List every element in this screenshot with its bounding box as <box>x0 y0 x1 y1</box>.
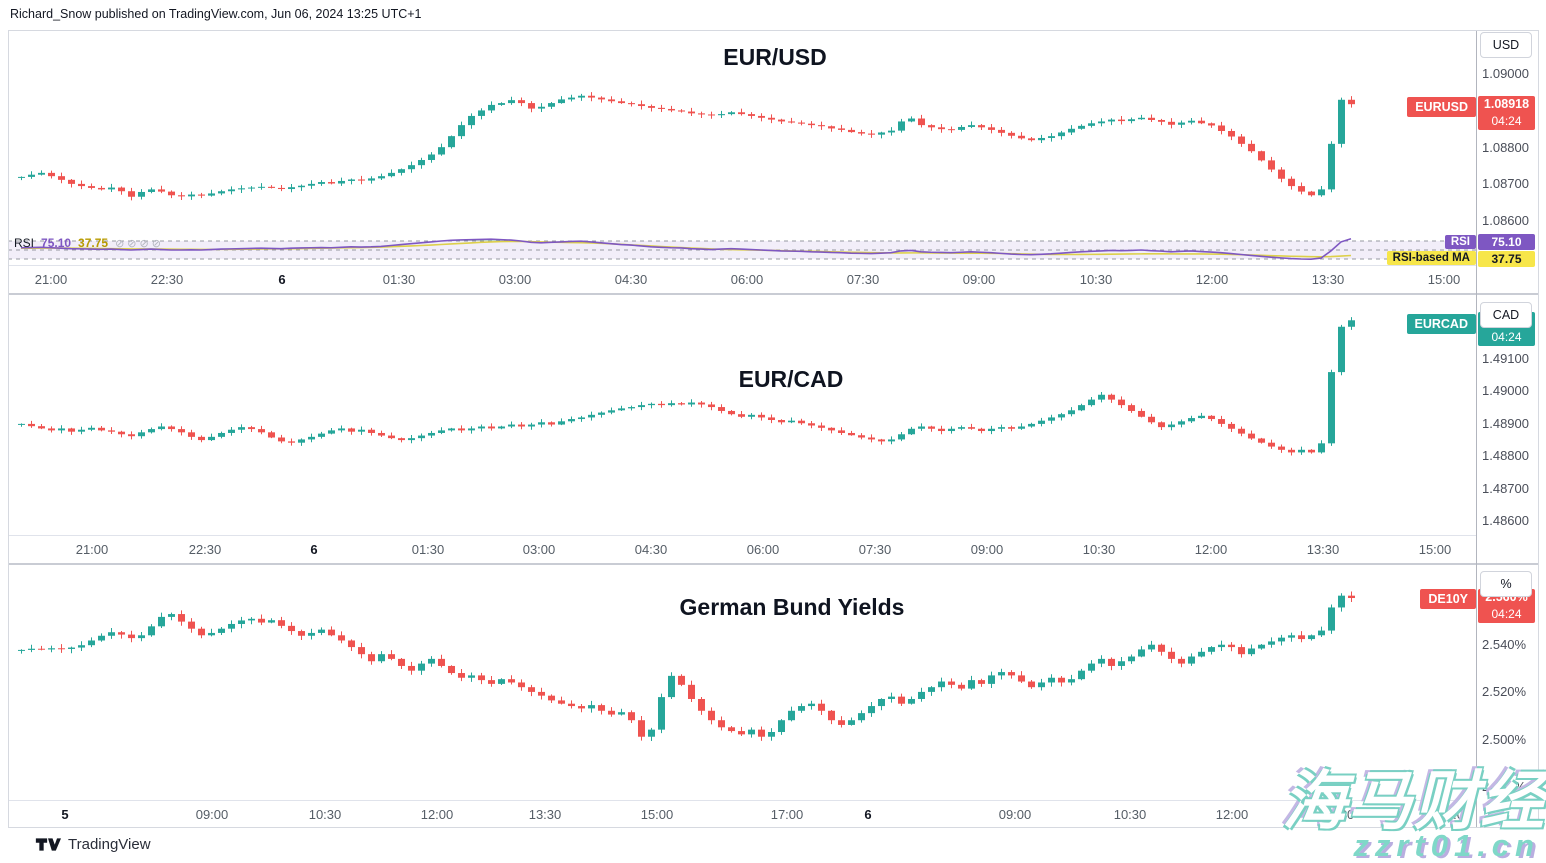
price-tick-label: 1.08800 <box>1482 140 1529 155</box>
time-tick-label: 15:00 <box>1418 542 1452 557</box>
time-tick-label: 09:00 <box>195 807 229 822</box>
rsi-ma-label-badge: RSI-based MA <box>1386 251 1476 265</box>
time-tick-label: 15:00 <box>1427 272 1461 287</box>
price-tick-label: 1.48700 <box>1482 481 1529 496</box>
last-price: 1.08918 <box>1483 97 1530 111</box>
legend-action-icons[interactable]: ⊘⊘⊘⊘ <box>115 237 164 250</box>
price-tick-label: 1.48800 <box>1482 448 1529 463</box>
time-tick-label: 09:00 <box>962 272 996 287</box>
price-tick-label: 2.540% <box>1482 637 1527 652</box>
tradingview-logo-text: TradingView <box>68 836 151 853</box>
tradingview-logo[interactable]: TradingView <box>35 836 151 853</box>
time-tick-label: 12:00 <box>1195 272 1229 287</box>
eurusd-candles-canvas <box>18 92 1355 201</box>
rsi-value-badge: 75.10 <box>1478 234 1535 250</box>
time-tick-label: 21:00 <box>34 272 68 287</box>
tradingview-logo-icon <box>35 838 61 851</box>
attribution-text: Richard_Snow published on TradingView.co… <box>10 7 422 21</box>
eurusd-time-axis[interactable]: 21:00 22:30 6 01:30 03:00 04:30 06:00 07:30 09:0… <box>8 265 1476 293</box>
cad-unit-button[interactable]: CAD <box>1480 302 1532 328</box>
eurusd-title: EUR/USD <box>723 44 827 70</box>
time-tick-label: 10:30 <box>1082 542 1116 557</box>
countdown: 04:24 <box>1491 330 1522 344</box>
panel-separator[interactable] <box>8 563 1538 565</box>
price-tick-label: 1.48600 <box>1482 513 1529 528</box>
time-tick-label: 13:30 <box>1321 807 1355 822</box>
countdown: 04:24 <box>1491 607 1522 621</box>
price-tick-label: 1.49000 <box>1482 383 1529 398</box>
time-tick-label: 03:00 <box>522 542 556 557</box>
time-tick-label: 01:30 <box>382 272 416 287</box>
time-tick-label: 12:00 <box>1215 807 1249 822</box>
time-tick-label: 13:30 <box>1306 542 1340 557</box>
time-tick-label: 04:30 <box>634 542 668 557</box>
price-tick-label: 1.49100 <box>1482 351 1529 366</box>
watermark-url: zzrt01.cn <box>1353 828 1540 863</box>
rsi-legend-value: 75.10 <box>41 236 72 250</box>
time-tick-label: 07:30 <box>846 272 880 287</box>
price-tick-label: 1.08700 <box>1482 176 1529 191</box>
eurusd-chart-pane[interactable] <box>8 30 1476 232</box>
rsi-ma-legend-value: 37.75 <box>78 236 109 250</box>
time-tick-label: 6 <box>864 807 872 822</box>
time-tick-label: 15:00 <box>640 807 674 822</box>
eurusd-symbol-badge: EURUSD <box>1407 97 1476 117</box>
countdown: 04:24 <box>1491 114 1522 128</box>
time-tick-label: 17:00 <box>770 807 804 822</box>
time-tick-label: 12:00 <box>420 807 454 822</box>
de10y-chart-pane[interactable] <box>8 565 1476 799</box>
price-tick-label: 1.08600 <box>1482 213 1529 228</box>
watermark-cjk: 海马财经 <box>1282 765 1546 837</box>
time-tick-label: 22:30 <box>188 542 222 557</box>
price-tick-label: 2.520% <box>1482 684 1527 699</box>
eurcad-chart-pane[interactable] <box>8 296 1476 534</box>
rsi-ma-value-badge: 37.75 <box>1478 251 1535 267</box>
de10y-symbol-badge: DE10Y <box>1420 589 1476 609</box>
time-tick-label: 06:00 <box>730 272 764 287</box>
time-tick-label: 22:30 <box>150 272 184 287</box>
time-tick-label: 09:00 <box>970 542 1004 557</box>
time-tick-label: 12:00 <box>1194 542 1228 557</box>
rsi-legend: RSI 75.10 37.75 ⊘⊘⊘⊘ <box>14 236 164 250</box>
rsi-legend-title: RSI <box>14 236 35 250</box>
price-tick-label: 2.480% <box>1482 779 1527 794</box>
price-tick-label: 2.500% <box>1482 732 1527 747</box>
time-tick-label: 03:00 <box>498 272 532 287</box>
time-tick-label: 6 <box>310 542 318 557</box>
time-tick-label: 10:30 <box>1113 807 1147 822</box>
percent-unit-button[interactable]: % <box>1480 571 1532 597</box>
time-tick-label: 07:30 <box>858 542 892 557</box>
eurcad-candles-canvas <box>18 317 1355 456</box>
de10y-time-axis[interactable]: 5 09:00 10:30 12:00 13:30 15:00 17:00 6 09:00 10:… <box>8 800 1476 828</box>
eurcad-time-axis[interactable]: 21:00 22:30 6 01:30 03:00 04:30 06:00 07:30 09:0… <box>8 535 1476 563</box>
de10y-candles-canvas <box>18 591 1355 741</box>
time-tick-label: 10:30 <box>1079 272 1113 287</box>
time-tick-label: 09:00 <box>998 807 1032 822</box>
de10y-title: German Bund Yields <box>679 594 905 620</box>
price-axis-border <box>1476 30 1477 827</box>
time-tick-label: 6 <box>278 272 286 287</box>
time-tick-label: 10:30 <box>308 807 342 822</box>
time-tick-label: 5 <box>61 807 69 822</box>
time-tick-label: 21:00 <box>75 542 109 557</box>
eurcad-symbol-badge: EURCAD <box>1406 314 1476 334</box>
panel-separator[interactable] <box>8 293 1538 295</box>
time-tick-label: 13:30 <box>528 807 562 822</box>
rsi-canvas <box>8 237 1476 261</box>
rsi-indicator-pane[interactable] <box>8 233 1476 264</box>
price-tick-label: 1.48900 <box>1482 416 1529 431</box>
eurcad-title: EUR/CAD <box>738 366 844 392</box>
eurusd-last-price-badge: 1.08918 04:24 <box>1478 96 1535 130</box>
rsi-label-badge: RSI <box>1444 235 1476 249</box>
time-tick-label: 13:30 <box>1311 272 1345 287</box>
usd-unit-button[interactable]: USD <box>1480 32 1532 58</box>
price-tick-label: 1.09000 <box>1482 66 1529 81</box>
time-tick-label: 06:00 <box>746 542 780 557</box>
time-tick-label: 01:30 <box>411 542 445 557</box>
time-tick-label: 04:30 <box>614 272 648 287</box>
time-tick-label: 15:00 <box>1438 807 1472 822</box>
